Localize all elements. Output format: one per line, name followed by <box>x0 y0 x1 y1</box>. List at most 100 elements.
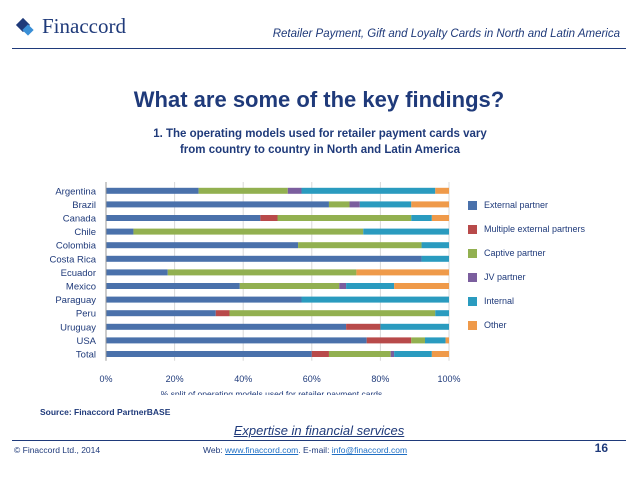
legend-item: External partner <box>468 200 548 210</box>
bar-segment <box>133 228 364 235</box>
website-link[interactable]: www.finaccord.com <box>225 445 299 455</box>
legend-item: Multiple external partners <box>468 224 585 234</box>
bar-segment <box>380 323 449 330</box>
bar-segment <box>106 296 302 303</box>
bar-segment <box>435 310 449 317</box>
bar-segment <box>445 337 449 344</box>
bar-segment <box>106 201 329 208</box>
y-tick-label: Argentina <box>55 186 96 197</box>
bar-segment <box>328 351 391 357</box>
bar-segment <box>301 296 449 303</box>
legend-item: Internal <box>468 296 514 306</box>
bar-segment <box>411 201 449 208</box>
y-tick-label: Mexico <box>66 282 96 293</box>
email-prefix: . E-mail: <box>298 445 332 455</box>
chart-title: 1. The operating models used for retaile… <box>153 128 487 156</box>
legend-swatch <box>468 296 477 306</box>
y-tick-label: Canada <box>63 214 97 225</box>
page-number: 16 <box>594 441 608 455</box>
bar-segment <box>346 283 395 289</box>
bar-segment <box>106 337 367 344</box>
header-divider <box>12 48 626 49</box>
x-tick-label: 20% <box>166 374 184 384</box>
legend-label: Multiple external partners <box>484 224 586 234</box>
y-tick-label: Brazil <box>72 200 96 211</box>
bar-segment <box>167 269 357 276</box>
bar-segment <box>106 215 261 221</box>
bar-segment <box>435 187 449 194</box>
y-tick-label: Total <box>76 350 96 361</box>
legend-label: Internal <box>484 296 515 306</box>
bar-segment <box>106 228 134 235</box>
bar-segment <box>328 201 350 208</box>
y-tick-label: Ecuador <box>61 268 96 279</box>
legend-item: JV partner <box>468 272 526 282</box>
email-link[interactable]: info@finaccord.com <box>331 445 408 455</box>
y-tick-label: Chile <box>74 227 96 238</box>
header-title: Retailer Payment, Gift and Loyalty Cards… <box>272 28 620 40</box>
x-tick-label: 80% <box>371 374 389 384</box>
legend-swatch <box>468 200 477 210</box>
y-tick-label: USA <box>76 336 96 347</box>
logo-icon <box>14 16 36 38</box>
y-tick-label: Costa Rica <box>50 254 97 265</box>
bar-segment <box>431 351 449 357</box>
copyright: © Finaccord Ltd., 2014 <box>14 445 101 455</box>
legend-label: External partner <box>484 200 549 210</box>
bar-segment <box>106 255 422 262</box>
legend-swatch <box>468 248 477 258</box>
bar-segment <box>215 310 230 317</box>
legend-swatch <box>468 320 477 330</box>
bar-segment <box>287 187 302 194</box>
bar-segment <box>431 215 449 221</box>
contact-line: Web: www.finaccord.com. E-mail: info@fin… <box>203 445 407 455</box>
web-prefix: Web: <box>203 445 226 455</box>
legend-item: Other <box>468 320 507 330</box>
y-tick-label: Uruguay <box>60 322 96 333</box>
bar-segment <box>411 215 432 221</box>
bar-segment <box>424 337 446 344</box>
bar-segment <box>356 269 449 276</box>
bar-segment <box>394 283 449 289</box>
y-tick-label: Peru <box>76 309 96 320</box>
x-tick-label: 60% <box>303 374 321 384</box>
bar-segment <box>363 228 449 235</box>
x-tick-label: 0% <box>99 374 112 384</box>
tagline: Expertise in financial services <box>233 423 405 438</box>
bar-segment <box>106 283 240 289</box>
bar-segment <box>301 187 436 194</box>
finaccord-logo: Finaccord <box>14 14 126 39</box>
legend-label: JV partner <box>484 272 526 282</box>
bar-segment <box>106 269 168 276</box>
bar-segment <box>394 351 432 357</box>
page-heading: What are some of the key findings? <box>133 87 505 112</box>
bar-segment <box>277 215 412 221</box>
bar-segment <box>421 242 449 249</box>
bar-segment <box>298 242 422 249</box>
bar-segment <box>339 283 347 289</box>
bar-segment <box>311 351 329 357</box>
legend-label: Other <box>484 320 507 330</box>
bar-segment <box>411 337 425 344</box>
legend-swatch <box>468 224 477 234</box>
bar-segment <box>366 337 412 344</box>
y-tick-label: Paraguay <box>55 295 96 306</box>
footer-divider <box>12 440 626 441</box>
legend-label: Captive partner <box>484 248 546 258</box>
x-tick-label: 100% <box>437 374 460 384</box>
bar-segment <box>421 255 449 262</box>
bar-segment <box>349 201 360 208</box>
bar-segment <box>346 323 381 330</box>
x-tick-label: 40% <box>234 374 252 384</box>
bar-segment <box>106 242 299 249</box>
bar-segment <box>198 187 288 194</box>
legend-swatch <box>468 272 477 282</box>
source-note: Source: Finaccord PartnerBASE <box>40 407 171 417</box>
bar-segment <box>239 283 340 289</box>
bar-segment <box>359 201 412 208</box>
bar-segment <box>260 215 278 221</box>
stacked-bar-chart: Argentina Brazil Canada Chile Colombia Costa … <box>50 182 461 395</box>
bar-segment <box>106 187 199 194</box>
legend-item: Captive partner <box>468 248 546 258</box>
bar-segment <box>390 351 395 357</box>
